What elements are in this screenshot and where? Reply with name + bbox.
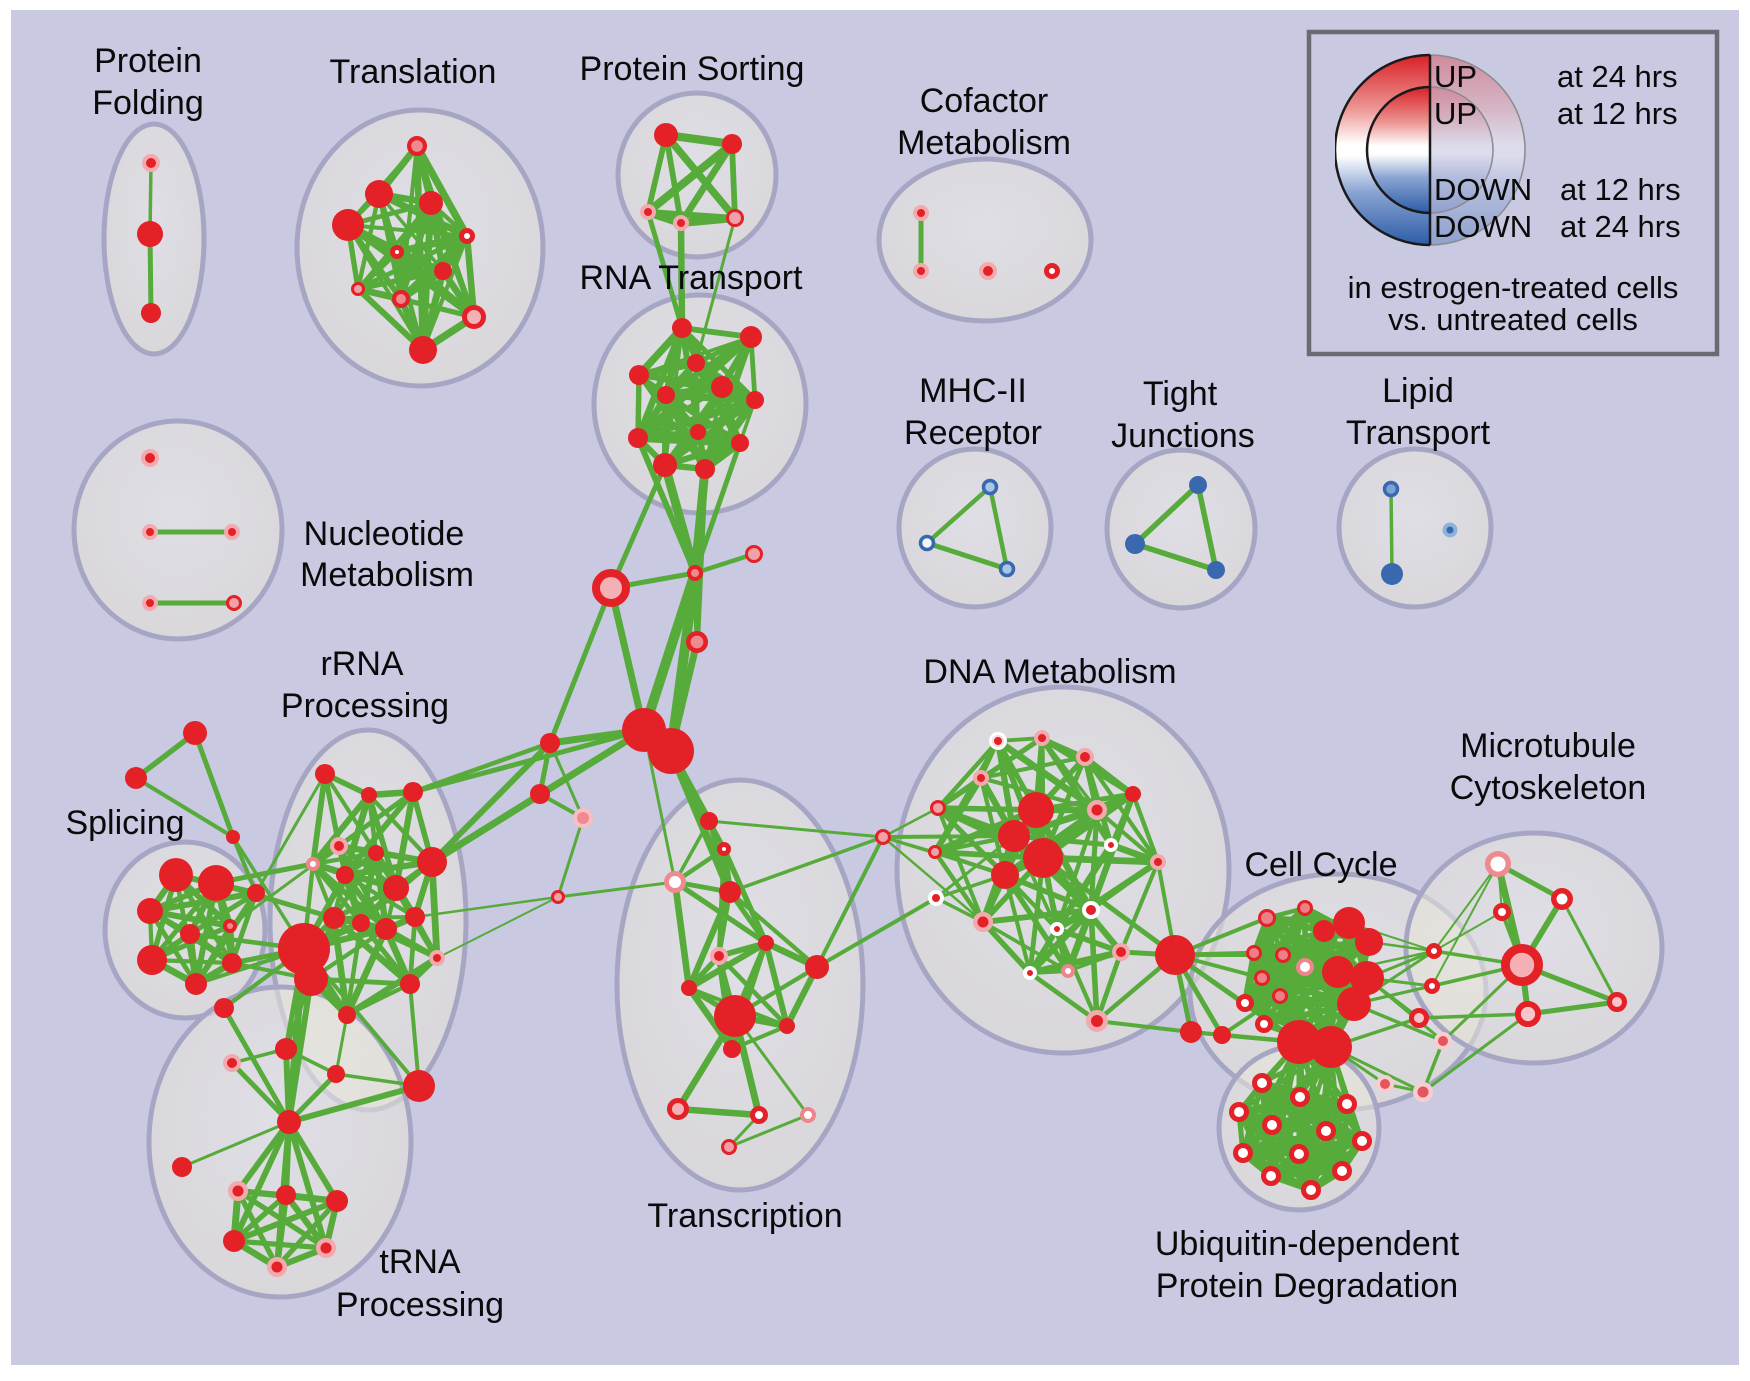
svg-text:in estrogen-treated cells: in estrogen-treated cells [1348,270,1679,305]
svg-text:Receptor: Receptor [904,414,1042,452]
svg-text:DOWN: DOWN [1434,172,1532,207]
svg-text:Cytoskeleton: Cytoskeleton [1450,769,1647,807]
svg-text:UP: UP [1434,96,1477,131]
svg-text:vs. untreated cells: vs. untreated cells [1388,302,1638,337]
svg-text:at 24 hrs: at 24 hrs [1557,59,1678,94]
svg-text:Protein Sorting: Protein Sorting [580,50,805,88]
svg-text:Metabolism: Metabolism [300,556,474,594]
svg-text:Tight: Tight [1143,375,1218,413]
svg-text:Ubiquitin-dependent: Ubiquitin-dependent [1155,1225,1460,1263]
svg-text:rRNA: rRNA [320,645,403,683]
svg-text:DNA Metabolism: DNA Metabolism [923,653,1176,691]
svg-text:MHC-II: MHC-II [919,372,1027,410]
svg-text:Protein Degradation: Protein Degradation [1156,1267,1458,1305]
svg-text:Folding: Folding [92,84,204,122]
svg-text:DOWN: DOWN [1434,209,1532,244]
svg-text:Processing: Processing [336,1286,504,1324]
svg-text:Junctions: Junctions [1111,417,1255,455]
svg-text:Nucleotide: Nucleotide [304,515,465,553]
svg-text:tRNA: tRNA [379,1243,461,1281]
svg-text:Lipid: Lipid [1382,372,1454,410]
svg-text:Transport: Transport [1346,414,1491,452]
svg-text:UP: UP [1434,59,1477,94]
svg-text:Transcription: Transcription [647,1197,842,1235]
svg-text:at 12 hrs: at 12 hrs [1557,96,1678,131]
svg-text:Cell Cycle: Cell Cycle [1244,846,1397,884]
svg-text:Microtubule: Microtubule [1460,727,1636,765]
svg-text:Splicing: Splicing [65,804,184,842]
svg-text:Translation: Translation [330,53,497,91]
svg-text:Protein: Protein [94,42,202,80]
svg-text:at 24 hrs: at 24 hrs [1560,209,1681,244]
svg-text:Metabolism: Metabolism [897,124,1071,162]
svg-text:Cofactor: Cofactor [920,82,1049,120]
svg-text:RNA Transport: RNA Transport [580,259,804,297]
svg-text:at 12 hrs: at 12 hrs [1560,172,1681,207]
svg-text:Processing: Processing [281,687,449,725]
